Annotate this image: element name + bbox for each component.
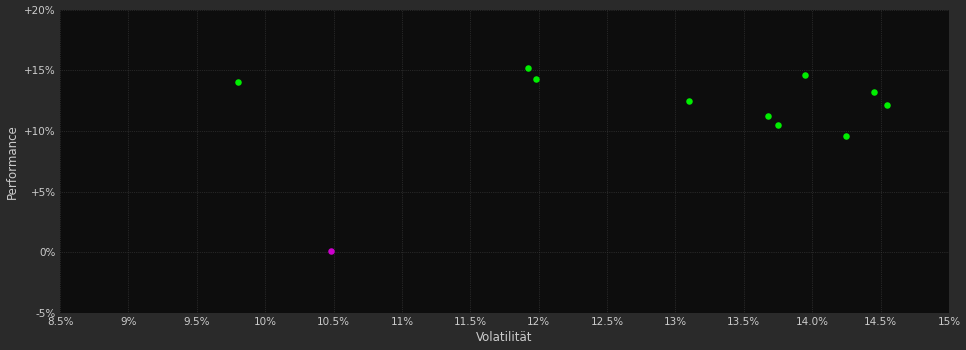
Point	[798, 72, 813, 78]
Point	[681, 98, 696, 103]
Point	[880, 103, 895, 108]
Point	[770, 122, 785, 128]
X-axis label: Volatilität: Volatilität	[476, 331, 532, 344]
Y-axis label: Performance: Performance	[6, 124, 18, 199]
Point	[760, 114, 776, 119]
Point	[528, 76, 544, 82]
Point	[230, 79, 245, 85]
Point	[866, 89, 881, 95]
Point	[838, 133, 854, 139]
Point	[520, 65, 535, 71]
Point	[323, 248, 338, 254]
